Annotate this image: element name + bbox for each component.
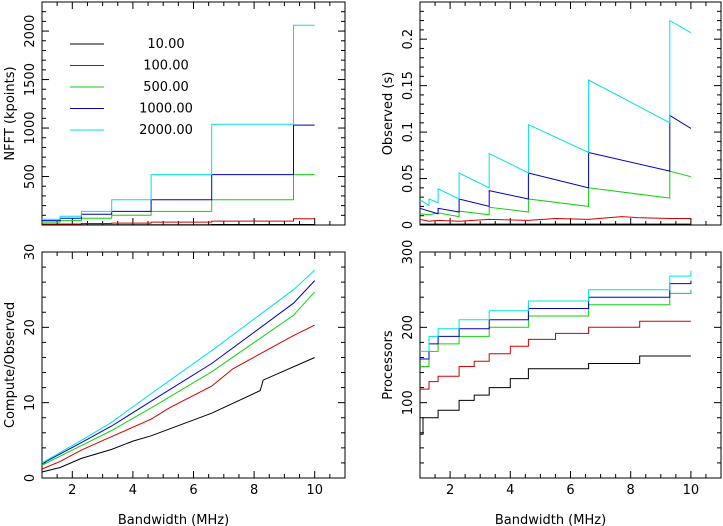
series-line-500.00 <box>41 291 316 466</box>
chart-panel-top-left: 500 1000 1500 2000 NFFT (kpoints) 10.00 100.00… <box>3 1 346 226</box>
series-line-100.00 <box>42 218 315 225</box>
chart-panel-top-right: 0 0.05 0.1 0.15 0.2 Observed (s) <box>381 1 722 229</box>
series-line-100.00 <box>41 324 315 470</box>
x-tick-label: 6 <box>566 483 574 498</box>
y-tick-label: 300 <box>401 240 416 265</box>
x-tick-label: 10 <box>683 483 700 498</box>
y-tick-label: 500 <box>23 164 38 189</box>
x-tick-label: 4 <box>506 483 514 498</box>
y-tick-label: 0.1 <box>401 122 416 143</box>
series-line-10.00 <box>41 357 315 473</box>
series-line-2000.00 <box>419 19 692 207</box>
y-tick-label: 10 <box>23 394 38 411</box>
x-tick-label: 2 <box>446 483 454 498</box>
series-line-2000.00 <box>42 24 315 220</box>
legend-label: 2000.00 <box>139 123 193 138</box>
y-axis-label: Observed (s) <box>381 72 396 156</box>
series-line-100.00 <box>419 216 691 222</box>
chart-panel-bottom-left: 0 10 20 30 2 4 6 8 10 Compute/Observed Bandwidth (… <box>3 244 346 526</box>
y-tick-label: 1500 <box>23 63 38 96</box>
x-tick-label: 4 <box>129 483 137 498</box>
x-tick-label: 10 <box>306 483 323 498</box>
y-tick-label: 0.05 <box>401 164 416 193</box>
legend-label: 1000.00 <box>139 102 193 117</box>
plot-frame <box>419 1 722 226</box>
y-tick-label: 30 <box>23 244 38 261</box>
y-tick-label: 20 <box>23 319 38 336</box>
y-tick-label: 1000 <box>23 111 38 144</box>
series-line-100.00 <box>420 320 691 390</box>
y-axis-label: NFFT (kpoints) <box>3 66 18 160</box>
y-axis-label: Processors <box>381 330 396 400</box>
chart-panel-bottom-right: 100 200 300 2 4 6 8 10 Processors Bandwidth (MHz) <box>381 240 722 526</box>
series-line-500.00 <box>419 170 692 218</box>
plot-frame <box>419 251 722 479</box>
y-tick-label: 2000 <box>23 15 38 48</box>
series-line-1000.00 <box>41 280 316 465</box>
legend-label: 10.00 <box>147 37 184 52</box>
series-line-2000.00 <box>420 270 692 352</box>
y-tick-label: 0 <box>401 221 416 229</box>
x-axis-label: Bandwidth (MHz) <box>495 513 606 526</box>
plot-frame <box>41 251 346 479</box>
y-tick-label: 0.2 <box>401 29 416 50</box>
y-tick-label: 200 <box>401 315 416 340</box>
x-axis-label: Bandwidth (MHz) <box>118 513 229 526</box>
series-line-500.00 <box>42 174 315 223</box>
y-tick-label: 100 <box>401 390 416 415</box>
y-tick-label: 0 <box>23 474 38 482</box>
plot-frame <box>41 1 346 226</box>
series-line-1000.00 <box>419 114 692 215</box>
legend-label: 500.00 <box>143 80 189 95</box>
x-tick-label: 2 <box>68 483 76 498</box>
x-tick-label: 6 <box>189 483 197 498</box>
y-tick-label: 0.15 <box>401 71 416 100</box>
y-axis-label: Compute/Observed <box>3 302 18 428</box>
x-tick-label: 8 <box>627 483 635 498</box>
series-line-2000.00 <box>41 269 316 464</box>
series-line-1000.00 <box>42 124 315 222</box>
series-line-10.00 <box>420 355 691 435</box>
legend-label: 100.00 <box>143 59 189 74</box>
x-tick-label: 8 <box>250 483 258 498</box>
